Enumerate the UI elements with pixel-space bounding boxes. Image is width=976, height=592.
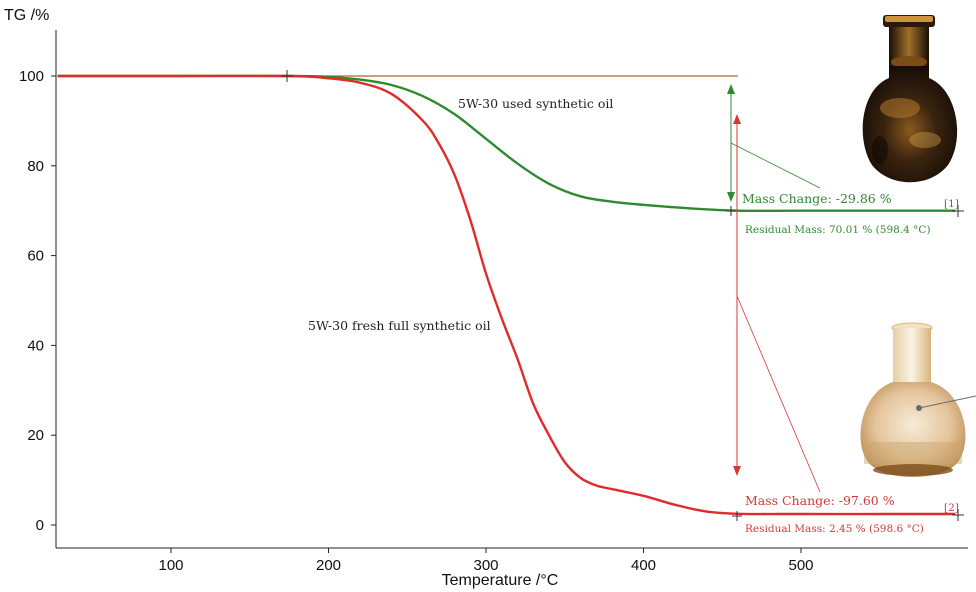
fresh-tag: [2] [944,502,959,514]
fresh-end-markers [732,509,964,521]
y-tick-label: 20 [27,427,44,444]
x-ticks: 100 200 300 400 500 [158,548,814,574]
used-residual-text: Residual Mass: 70.01 % (598.4 °C) [745,224,931,236]
used-tag: [1] [944,198,959,210]
fresh-residual-text: Residual Mass: 2.45 % (598.6 °C) [745,523,924,535]
series-used-label: 5W-30 used synthetic oil [458,96,613,111]
y-tick-label: 100 [19,68,44,85]
used-end-markers [726,205,964,217]
onset-marker [281,70,293,82]
fresh-oil-flask-image [860,322,976,477]
x-axis-label: Temperature /°C [442,572,559,589]
y-tick-label: 0 [36,517,44,534]
y-ticks: 0 20 40 60 80 100 [19,68,56,534]
series-fresh-label: 5W-30 fresh full synthetic oil [308,318,491,333]
y-tick-label: 40 [27,337,44,354]
x-tick-label: 400 [631,557,656,574]
fresh-mass-change-arrow [733,114,821,493]
fresh-mass-change-text: Mass Change: -97.60 % [745,493,895,508]
used-mass-change-arrow [727,84,821,202]
x-tick-label: 200 [316,557,341,574]
x-tick-label: 300 [473,557,498,574]
y-tick-label: 80 [27,158,44,175]
axes [55,30,968,549]
x-tick-label: 500 [788,557,813,574]
x-tick-label: 100 [158,557,183,574]
used-oil-flask-image [862,15,958,183]
y-tick-label: 60 [27,248,44,265]
used-mass-change-text: Mass Change: -29.86 % [742,191,892,206]
y-axis-label: TG /% [4,7,49,24]
series-fresh-oil-line [57,74,956,516]
